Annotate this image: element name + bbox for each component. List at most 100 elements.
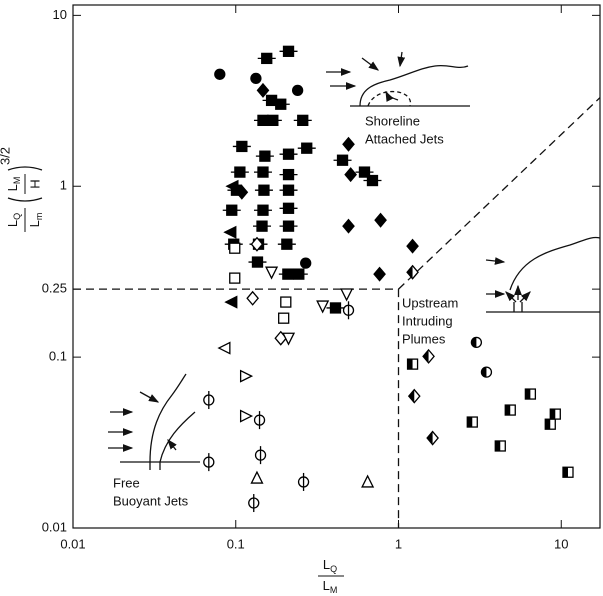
x-tick-label: 1 [395,536,402,551]
marker-shape [406,238,419,254]
marker-shape [373,266,386,282]
data-point [279,220,298,232]
marker-shape [229,272,241,284]
data-point [342,301,355,320]
data-point [279,202,298,214]
data-point [326,302,345,314]
data-point [214,68,226,80]
data-point [250,72,262,84]
regime-boundary [398,97,601,290]
paren [7,197,43,202]
annotation: Intruding [402,313,453,328]
data-point [246,290,259,306]
data-point [422,348,435,364]
data-point [265,266,279,280]
marker-shape [256,82,270,98]
marker-shape [250,72,262,84]
data-point [504,404,516,416]
free-jet-sketch [108,373,200,470]
data-point [263,114,282,127]
marker-shape [280,296,292,308]
marker-half [481,367,487,378]
y-label-exponent: 3/2 [0,147,12,165]
shoreline-sketch [326,51,470,107]
data-point [494,440,506,452]
data-point [203,453,215,472]
marker-half [562,467,568,478]
y-tick-label: 0.1 [49,349,67,364]
data-point [232,140,251,153]
y-tick-label: 0.25 [42,281,67,296]
marker-half [467,417,473,428]
data-point [340,288,354,302]
y-tick-label: 1 [60,178,67,193]
data-point [223,225,237,239]
data-point [250,470,264,484]
annotation: Free [113,475,140,490]
data-point [279,184,298,196]
marker-half [423,349,429,363]
marker-shape [361,474,375,488]
data-point [248,256,267,268]
marker-shape [214,68,226,80]
label-sub: Q [12,213,22,220]
marker-shape [224,295,238,309]
data-point [217,341,231,355]
data-point [342,218,355,234]
x-tick-label: 0.1 [227,536,245,551]
marker-shape [281,332,296,346]
data-point [277,238,296,250]
upstream-sketch [485,236,601,313]
data-point [255,150,274,162]
data-point [239,409,254,423]
data-point [280,296,292,308]
marker-shape [278,312,290,324]
annotation: Attached Jets [365,131,444,146]
data-point [253,166,272,178]
x-label-numerator: LQ [323,557,337,574]
annotation: Plumes [402,331,446,346]
marker-shape [265,266,279,280]
marker-half [505,405,511,416]
data-point [342,136,355,152]
data-point [374,212,387,228]
y-axis-label: LQ Lm LM H 3/2 [0,147,44,232]
label-sub: m [34,213,44,221]
data-point [254,184,273,196]
marker-half [427,431,433,445]
data-point [281,332,296,346]
label-sub: M [12,177,22,185]
label-part: L [5,220,20,227]
y-label-inner-denominator: H [27,179,42,188]
data-point [289,268,308,280]
data-point [279,45,298,57]
data-point [253,411,266,430]
data-point [229,242,241,254]
data-point [407,388,421,404]
data-point [229,272,241,284]
marker-half [525,389,531,400]
data-point [355,166,374,178]
data-point [293,114,312,127]
y-tick-label: 0.01 [42,519,67,534]
marker-shape [316,300,330,314]
marker-shape [223,225,237,239]
x-tick-label: 10 [554,536,568,551]
data-point [406,264,419,280]
marker-shape [250,470,264,484]
data-point [225,179,239,193]
x-axis-label: LQ LM [318,557,344,595]
data-point [203,391,215,410]
marker-shape [225,179,239,193]
data-point [316,300,330,314]
marker-half [545,419,551,430]
data-point [363,174,382,187]
data-point [544,418,556,430]
label-sub: Q [330,564,337,574]
marker-shape [340,288,354,302]
data-point [279,168,298,181]
label-part: L [5,184,20,191]
data-point [406,358,419,370]
